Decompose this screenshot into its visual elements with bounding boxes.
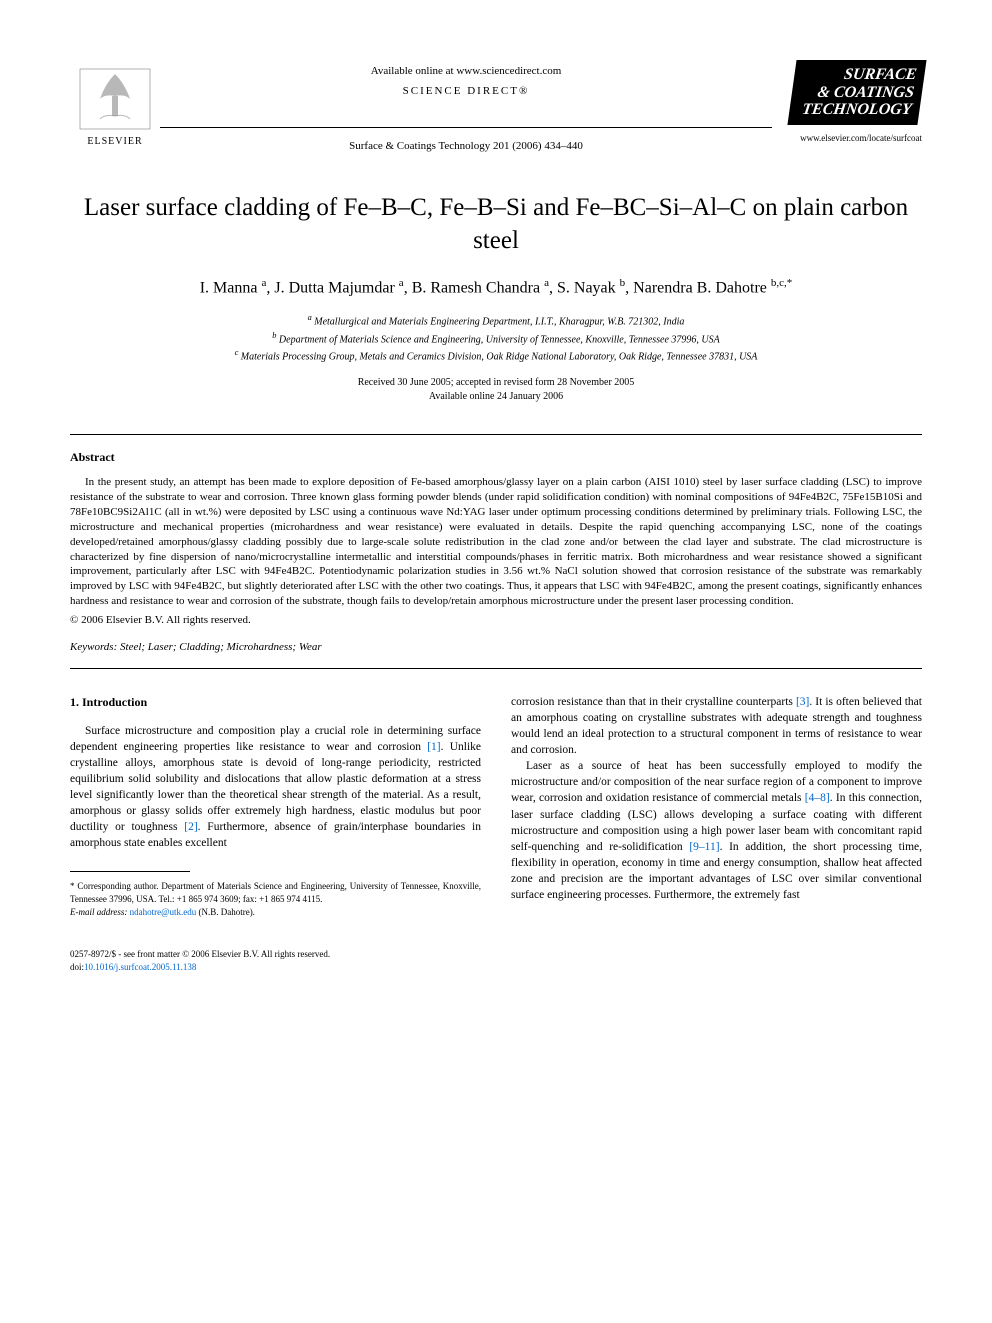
citation-2[interactable]: [2] [184,821,197,833]
affiliation-c: c Materials Processing Group, Metals and… [70,347,922,364]
journal-url: www.elsevier.com/locate/surfcoat [772,133,922,143]
citation-3[interactable]: [3] [796,696,809,708]
journal-logo-line2: & COATINGS [799,84,915,102]
right-column: corrosion resistance than that in their … [511,694,922,918]
abstract-text: In the present study, an attempt has bee… [70,475,922,609]
journal-logo: SURFACE & COATINGS TECHNOLOGY [787,60,926,125]
elsevier-text: ELSEVIER [87,136,142,147]
intro-heading: 1. Introduction [70,694,481,711]
available-online-text: Available online at www.sciencedirect.co… [160,65,772,77]
elsevier-tree-icon [75,64,155,134]
email-link[interactable]: ndahotre@utk.edu [130,907,197,917]
journal-logo-area: SURFACE & COATINGS TECHNOLOGY www.elsevi… [772,60,922,143]
authors-list: I. Manna a, J. Dutta Majumdar a, B. Rame… [70,277,922,297]
affiliation-a: a Metallurgical and Materials Engineerin… [70,312,922,329]
citation-4-8[interactable]: [4–8] [805,792,830,804]
journal-reference: Surface & Coatings Technology 201 (2006)… [160,140,772,152]
publication-dates: Received 30 June 2005; accepted in revis… [70,376,922,404]
journal-logo-line3: TECHNOLOGY [796,101,912,119]
corresponding-author-footnote: * Corresponding author. Department of Ma… [70,880,481,918]
title-section: Laser surface cladding of Fe–B–C, Fe–B–S… [70,192,922,404]
doi-label: doi: [70,962,84,972]
online-date: Available online 24 January 2006 [70,390,922,404]
affiliation-b: b Department of Materials Science and En… [70,330,922,347]
email-label: E-mail address: [70,907,127,917]
email-line: E-mail address: ndahotre@utk.edu (N.B. D… [70,906,481,919]
abstract-rule-bottom [70,668,922,669]
abstract-rule-top [70,434,922,435]
received-date: Received 30 June 2005; accepted in revis… [70,376,922,390]
intro-para-1-cont: corrosion resistance than that in their … [511,694,922,758]
email-name: (N.B. Dahotre). [198,907,254,917]
header-area: ELSEVIER Available online at www.science… [70,60,922,152]
header-top: ELSEVIER Available online at www.science… [70,60,922,152]
intro-para-1: Surface microstructure and composition p… [70,723,481,852]
paper-page: ELSEVIER Available online at www.science… [0,0,992,1013]
paper-title: Laser surface cladding of Fe–B–C, Fe–B–S… [70,192,922,257]
left-column: 1. Introduction Surface microstructure a… [70,694,481,918]
abstract-heading: Abstract [70,450,922,465]
footnote-rule [70,871,190,872]
abstract-section: Abstract In the present study, an attemp… [70,434,922,669]
affiliations: a Metallurgical and Materials Engineerin… [70,312,922,364]
issn-copyright: 0257-8972/$ - see front matter © 2006 El… [70,948,922,961]
elsevier-logo: ELSEVIER [70,60,160,150]
doi-link[interactable]: 10.1016/j.surfcoat.2005.11.138 [84,962,196,972]
keywords-label: Keywords: [70,641,117,653]
intro-para-2: Laser as a source of heat has been succe… [511,758,922,903]
keywords: Keywords: Steel; Laser; Cladding; Microh… [70,641,922,653]
journal-logo-line1: SURFACE [801,66,917,84]
copyright-text: © 2006 Elsevier B.V. All rights reserved… [70,614,922,626]
citation-9-11[interactable]: [9–11] [689,841,719,853]
citation-1[interactable]: [1] [427,741,440,753]
corresponding-text: * Corresponding author. Department of Ma… [70,880,481,905]
keywords-list: Steel; Laser; Cladding; Microhardness; W… [120,641,322,653]
science-direct-logo: SCIENCE DIRECT® [160,85,772,97]
footer-section: 0257-8972/$ - see front matter © 2006 El… [70,948,922,973]
header-rule [160,127,772,128]
center-header: Available online at www.sciencedirect.co… [160,60,772,152]
doi-line: doi:10.1016/j.surfcoat.2005.11.138 [70,961,922,974]
body-section: 1. Introduction Surface microstructure a… [70,694,922,918]
